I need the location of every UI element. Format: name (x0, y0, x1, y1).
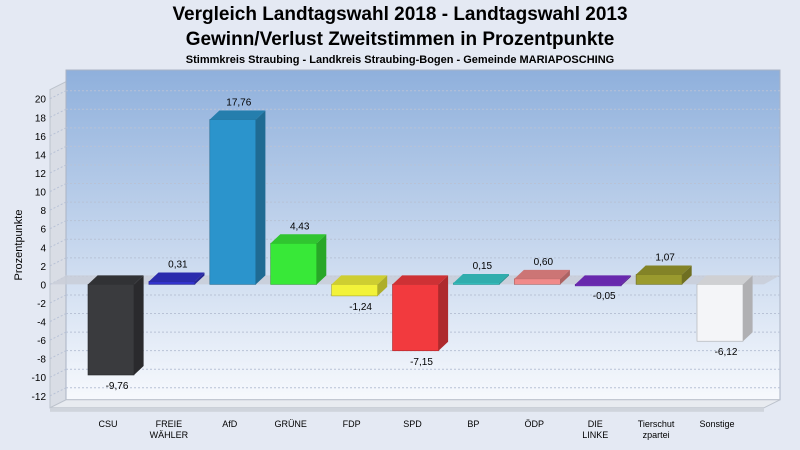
x-category-label: AfD (222, 419, 238, 429)
x-category-label: CSU (98, 419, 117, 429)
bar-side (560, 269, 570, 285)
bar-top (148, 272, 205, 282)
y-tick-label: 0 (40, 280, 46, 291)
bar-top (392, 275, 449, 285)
bar-side (682, 265, 692, 285)
bar-value-label: -9,76 (106, 381, 129, 392)
bar-value-label: 4,43 (290, 221, 310, 232)
bar-top (575, 275, 631, 285)
bar-value-label: 17,76 (226, 97, 251, 108)
grid-line-side (49, 183, 67, 192)
x-category-label: WÄHLER (150, 430, 189, 440)
grid-line-side (49, 127, 67, 137)
bar-grüne (270, 242, 318, 285)
x-category-label: DIE (588, 419, 603, 429)
bar-side (743, 275, 753, 342)
x-category-label: zpartei (643, 430, 670, 440)
y-tick-label: -6 (37, 336, 46, 347)
bar-tierschut-zpartei (635, 274, 683, 285)
grid-line-side (49, 350, 67, 360)
bar-side (255, 110, 266, 285)
bar-top (453, 273, 509, 283)
bar-die-linke (574, 284, 622, 287)
bar-side (316, 234, 327, 285)
bar-side (134, 275, 144, 376)
y-tick-label: 10 (35, 188, 47, 199)
bar-top (209, 110, 266, 120)
bar-value-label: 0,31 (168, 260, 188, 271)
grid-line-side (49, 257, 67, 267)
x-category-label: ÖDP (525, 419, 545, 429)
y-tick-label: 6 (40, 225, 46, 236)
x-category-label: Sonstige (699, 419, 734, 429)
grid-line-side (49, 201, 67, 211)
y-tick-label: 12 (35, 169, 47, 180)
grid-line-side (49, 238, 67, 248)
x-category-label: Tierschut (638, 419, 675, 429)
y-tick-label: -4 (37, 318, 46, 329)
plot-floor (49, 399, 781, 409)
bar-value-label: 1,07 (655, 252, 675, 263)
grid-line-side (49, 90, 67, 100)
bar-value-label: -1,24 (349, 302, 372, 313)
bar-spd (392, 284, 439, 352)
y-tick-label: 18 (35, 113, 47, 124)
x-category-label: GRÜNE (274, 419, 307, 429)
chart-subtitle: Gewinn/Verlust Zweitstimmen in Prozentpu… (185, 29, 615, 50)
x-category-label: FDP (343, 419, 361, 429)
bar-side (377, 275, 388, 296)
bar-side (194, 272, 205, 285)
grid-line-side (49, 108, 67, 118)
y-tick-label: 4 (40, 243, 46, 254)
y-tick-label: -8 (37, 355, 46, 366)
bar-value-label: 0,60 (534, 257, 554, 268)
bar-value-label: -6,12 (715, 347, 738, 358)
bar-ödp (513, 278, 561, 285)
bar-value-label: -0,05 (593, 291, 616, 302)
y-tick-label: 8 (40, 206, 46, 217)
y-axis-label: Prozentpunkte (13, 210, 25, 281)
y-tick-label: 14 (35, 150, 47, 161)
bar-afd (209, 119, 257, 285)
x-category-label: SPD (403, 419, 422, 429)
bar-side (438, 275, 449, 351)
grid-line-side (49, 313, 67, 322)
bar-sonstige (696, 284, 744, 342)
y-tick-label: -12 (32, 392, 47, 403)
x-category-label: FREIE (156, 419, 183, 429)
x-category-label: LINKE (582, 430, 608, 440)
y-tick-label: 16 (35, 132, 47, 143)
grid-line-side (49, 164, 67, 174)
y-tick-label: -10 (32, 373, 47, 384)
bar-value-label: 0,15 (473, 261, 493, 272)
y-tick-label: -2 (37, 299, 46, 310)
bar-top (697, 275, 753, 285)
bar-top (514, 269, 570, 279)
bar-top (270, 234, 327, 244)
bar-top (636, 265, 692, 275)
plot-floor-edge (50, 407, 764, 412)
chart-title: Vergleich Landtagswahl 2018 - Landtagswa… (172, 4, 628, 25)
grid-line-side (49, 368, 67, 378)
bar-fdp (331, 284, 378, 297)
bar-side (621, 275, 631, 286)
bar-bp (453, 282, 500, 285)
grid-line-side (49, 220, 67, 230)
bar-side (499, 273, 509, 285)
grid-line-side (49, 294, 67, 304)
y-tick-label: 20 (35, 95, 47, 106)
grid-line-side (49, 145, 67, 155)
bar-csu (87, 284, 135, 376)
grid-line-side (49, 387, 67, 397)
bar-top (331, 275, 388, 285)
y-tick-label: 2 (40, 262, 46, 273)
bar-top (88, 275, 144, 285)
grid-line-side (49, 331, 67, 341)
x-category-label: BP (467, 419, 479, 429)
chart-location: Stimmkreis Straubing - Landkreis Straubi… (185, 54, 615, 66)
bar-value-label: -7,15 (410, 357, 433, 368)
plot-left-wall (49, 80, 67, 409)
bar-freie-wähler (148, 281, 196, 285)
